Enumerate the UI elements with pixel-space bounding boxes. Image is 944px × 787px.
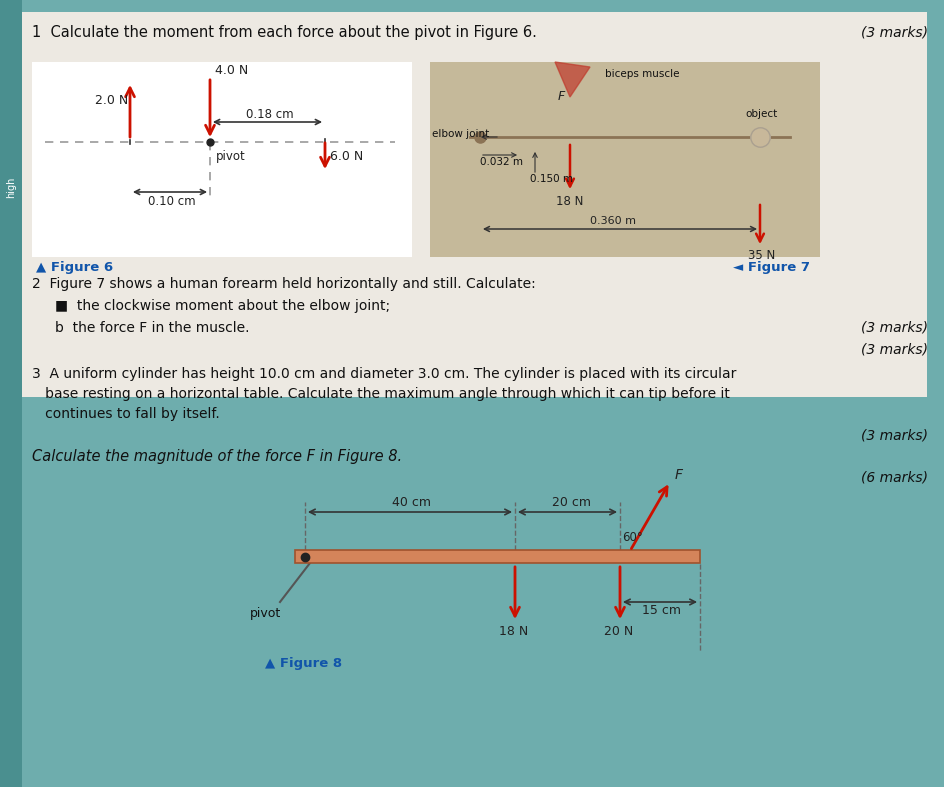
Text: base resting on a horizontal table. Calculate the maximum angle through which it: base resting on a horizontal table. Calc… — [32, 387, 729, 401]
Text: F: F — [557, 90, 565, 103]
Text: ▲ Figure 8: ▲ Figure 8 — [264, 657, 342, 670]
Bar — [929, 0, 944, 787]
Text: 15 cm: 15 cm — [641, 604, 681, 617]
Text: 2.0 N: 2.0 N — [95, 94, 128, 107]
Text: 0.360 m: 0.360 m — [589, 216, 635, 226]
Text: high: high — [6, 176, 16, 198]
Text: 18 N: 18 N — [555, 195, 582, 208]
Text: (3 marks): (3 marks) — [860, 343, 927, 357]
Text: biceps muscle: biceps muscle — [604, 69, 679, 79]
Text: 0.10 cm: 0.10 cm — [148, 195, 195, 208]
Text: ■  the clockwise moment about the elbow joint;: ■ the clockwise moment about the elbow j… — [55, 299, 390, 313]
Text: 2  Figure 7 shows a human forearm held horizontally and still. Calculate:: 2 Figure 7 shows a human forearm held ho… — [32, 277, 535, 291]
Bar — [430, 62, 819, 257]
Text: 35 N: 35 N — [748, 249, 774, 262]
Bar — [0, 0, 22, 787]
Text: 3  A uniform cylinder has height 10.0 cm and diameter 3.0 cm. The cylinder is pl: 3 A uniform cylinder has height 10.0 cm … — [32, 367, 735, 381]
Text: 0.150 m: 0.150 m — [530, 174, 572, 184]
Bar — [295, 550, 700, 563]
Bar — [32, 62, 412, 257]
Text: (6 marks): (6 marks) — [860, 471, 927, 485]
Text: 0.032 m: 0.032 m — [480, 157, 522, 167]
Text: 4.0 N: 4.0 N — [215, 64, 248, 77]
Text: 18 N: 18 N — [498, 625, 528, 638]
Text: 1  Calculate the moment from each force about the pivot in Figure 6.: 1 Calculate the moment from each force a… — [32, 25, 536, 40]
Text: pivot: pivot — [250, 607, 281, 620]
Text: Calculate the magnitude of the force F in Figure 8.: Calculate the magnitude of the force F i… — [32, 449, 402, 464]
Text: continues to fall by itself.: continues to fall by itself. — [32, 407, 220, 421]
Text: 40 cm: 40 cm — [392, 496, 430, 509]
Text: (3 marks): (3 marks) — [860, 25, 927, 39]
Text: (3 marks): (3 marks) — [860, 429, 927, 443]
Text: object: object — [744, 109, 776, 119]
Polygon shape — [554, 62, 589, 97]
Bar — [22, 12, 926, 397]
Text: F: F — [674, 467, 683, 482]
Text: elbow joint: elbow joint — [431, 129, 489, 139]
Text: ◄ Figure 7: ◄ Figure 7 — [733, 261, 809, 274]
Text: (3 marks): (3 marks) — [860, 321, 927, 335]
Text: ▲ Figure 6: ▲ Figure 6 — [36, 261, 113, 274]
Text: b  the force F in the muscle.: b the force F in the muscle. — [55, 321, 249, 335]
Text: pivot: pivot — [216, 150, 245, 163]
Text: 6.0 N: 6.0 N — [329, 150, 362, 163]
Text: 60°: 60° — [621, 531, 642, 544]
Text: 20 cm: 20 cm — [552, 496, 591, 509]
Text: 0.18 cm: 0.18 cm — [245, 108, 293, 121]
Text: 20 N: 20 N — [603, 625, 632, 638]
